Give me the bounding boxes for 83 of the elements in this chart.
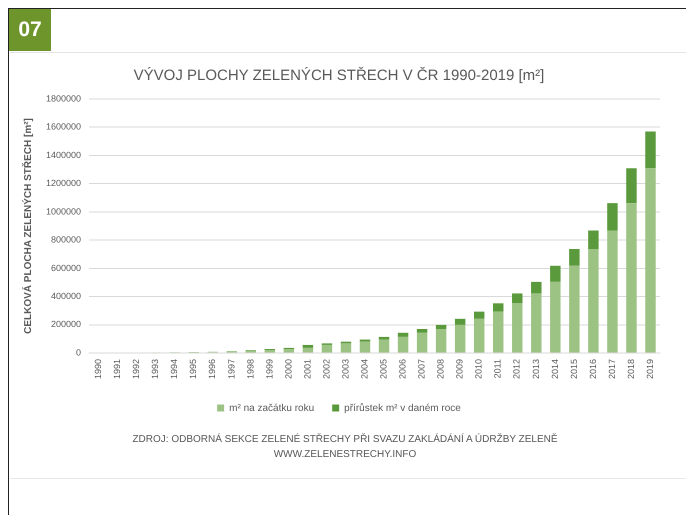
bar <box>531 282 542 294</box>
bar <box>626 168 637 204</box>
x-tick-label: 2007 <box>416 358 427 380</box>
y-tick-label: 800000 <box>50 234 82 245</box>
bar <box>436 328 446 352</box>
bar <box>588 248 599 352</box>
bar <box>492 303 504 312</box>
x-tick-label: 2010 <box>474 358 484 380</box>
bar <box>378 340 390 352</box>
x-tick-label: 1998 <box>245 358 256 380</box>
bar <box>550 282 561 352</box>
bar <box>398 332 408 337</box>
chart-title: VÝVOJ PLOCHY ZELENÝCH STŘECH V ČR 1990-2019 [m²] <box>134 66 544 84</box>
bar <box>569 248 580 266</box>
y-tick-label: 1800000 <box>46 93 82 104</box>
y-tick-label: 400000 <box>50 291 82 302</box>
x-tick-label: 2016 <box>588 358 598 380</box>
bar <box>398 336 408 352</box>
x-tick-label: 2004 <box>359 358 370 380</box>
bar <box>512 303 522 352</box>
bar <box>340 343 352 352</box>
x-tick-label: 1991 <box>112 358 122 380</box>
x-tick-label: 2012 <box>512 358 522 380</box>
x-tick-label: 1996 <box>207 358 218 380</box>
bar <box>569 266 580 352</box>
x-tick-label: 2009 <box>454 358 465 380</box>
bar <box>454 324 466 352</box>
x-tick-label: 2008 <box>436 358 446 380</box>
x-tick-label: 1993 <box>150 358 160 380</box>
x-tick-label: 2014 <box>550 358 560 380</box>
x-tick-label: 2005 <box>378 358 389 380</box>
y-tick-label: 1600000 <box>46 122 82 132</box>
y-tick-label: 0 <box>76 347 82 358</box>
x-tick-label: 2013 <box>530 358 541 380</box>
text: WWW.ZELENESTRECHY.INFO <box>272 448 418 462</box>
bar <box>454 318 466 325</box>
y-tick-label: 1000000 <box>46 206 82 216</box>
bar <box>360 342 370 352</box>
bar <box>416 328 428 333</box>
text: 07 <box>9 9 51 51</box>
legend-label: přírůstek m² v daném roce <box>344 402 462 414</box>
bar <box>607 230 618 352</box>
text: ZDROJ: ODBORNÁ SEKCE ZELENÉ STŘECHY PŘI SVAZU ZAKLÁDÁNÍ A ÚDRŽBY ZELENĚ <box>131 432 559 447</box>
x-tick-label: 1990 <box>93 358 104 380</box>
bar <box>322 344 332 352</box>
bar <box>626 203 637 352</box>
bar <box>645 131 656 168</box>
bar <box>492 312 504 352</box>
x-tick-label: 2001 <box>302 358 312 380</box>
y-tick-label: 200000 <box>50 319 82 330</box>
bar <box>588 230 599 249</box>
bar <box>284 349 294 352</box>
bar <box>531 293 542 352</box>
bar <box>436 324 446 329</box>
bar <box>416 332 428 352</box>
y-tick-label: 1400000 <box>46 150 82 160</box>
bar <box>645 168 656 352</box>
x-tick-label: 2015 <box>568 358 579 380</box>
x-tick-label: 2006 <box>398 358 408 380</box>
bar <box>302 344 314 348</box>
x-tick-label: 2000 <box>283 358 294 380</box>
x-tick-label: 2002 <box>321 358 332 380</box>
bar <box>607 203 618 231</box>
x-tick-label: 1994 <box>169 358 180 380</box>
x-tick-label: 2017 <box>606 358 617 380</box>
bar <box>512 293 522 304</box>
x-tick-label: 2011 <box>492 358 503 378</box>
y-tick-label: 1200000 <box>46 178 82 188</box>
x-tick-label: 2019 <box>644 358 655 380</box>
y-axis-title: CELKOVÁ PLOCHA ZELENÝCH STŘECH [m²] <box>22 118 34 334</box>
bar <box>474 312 484 319</box>
y-tick-label: 600000 <box>50 262 82 273</box>
bar <box>302 348 314 352</box>
legend-label: m² na začátku roku <box>229 402 314 414</box>
bar <box>474 318 484 352</box>
bar <box>550 266 561 282</box>
x-tick-label: 1999 <box>264 358 274 380</box>
x-tick-label: 1992 <box>131 358 142 380</box>
x-tick-label: 1997 <box>226 358 236 380</box>
x-tick-label: 1995 <box>188 358 198 380</box>
bar <box>378 336 390 340</box>
x-tick-label: 2003 <box>340 358 350 380</box>
x-tick-label: 2018 <box>626 358 636 380</box>
